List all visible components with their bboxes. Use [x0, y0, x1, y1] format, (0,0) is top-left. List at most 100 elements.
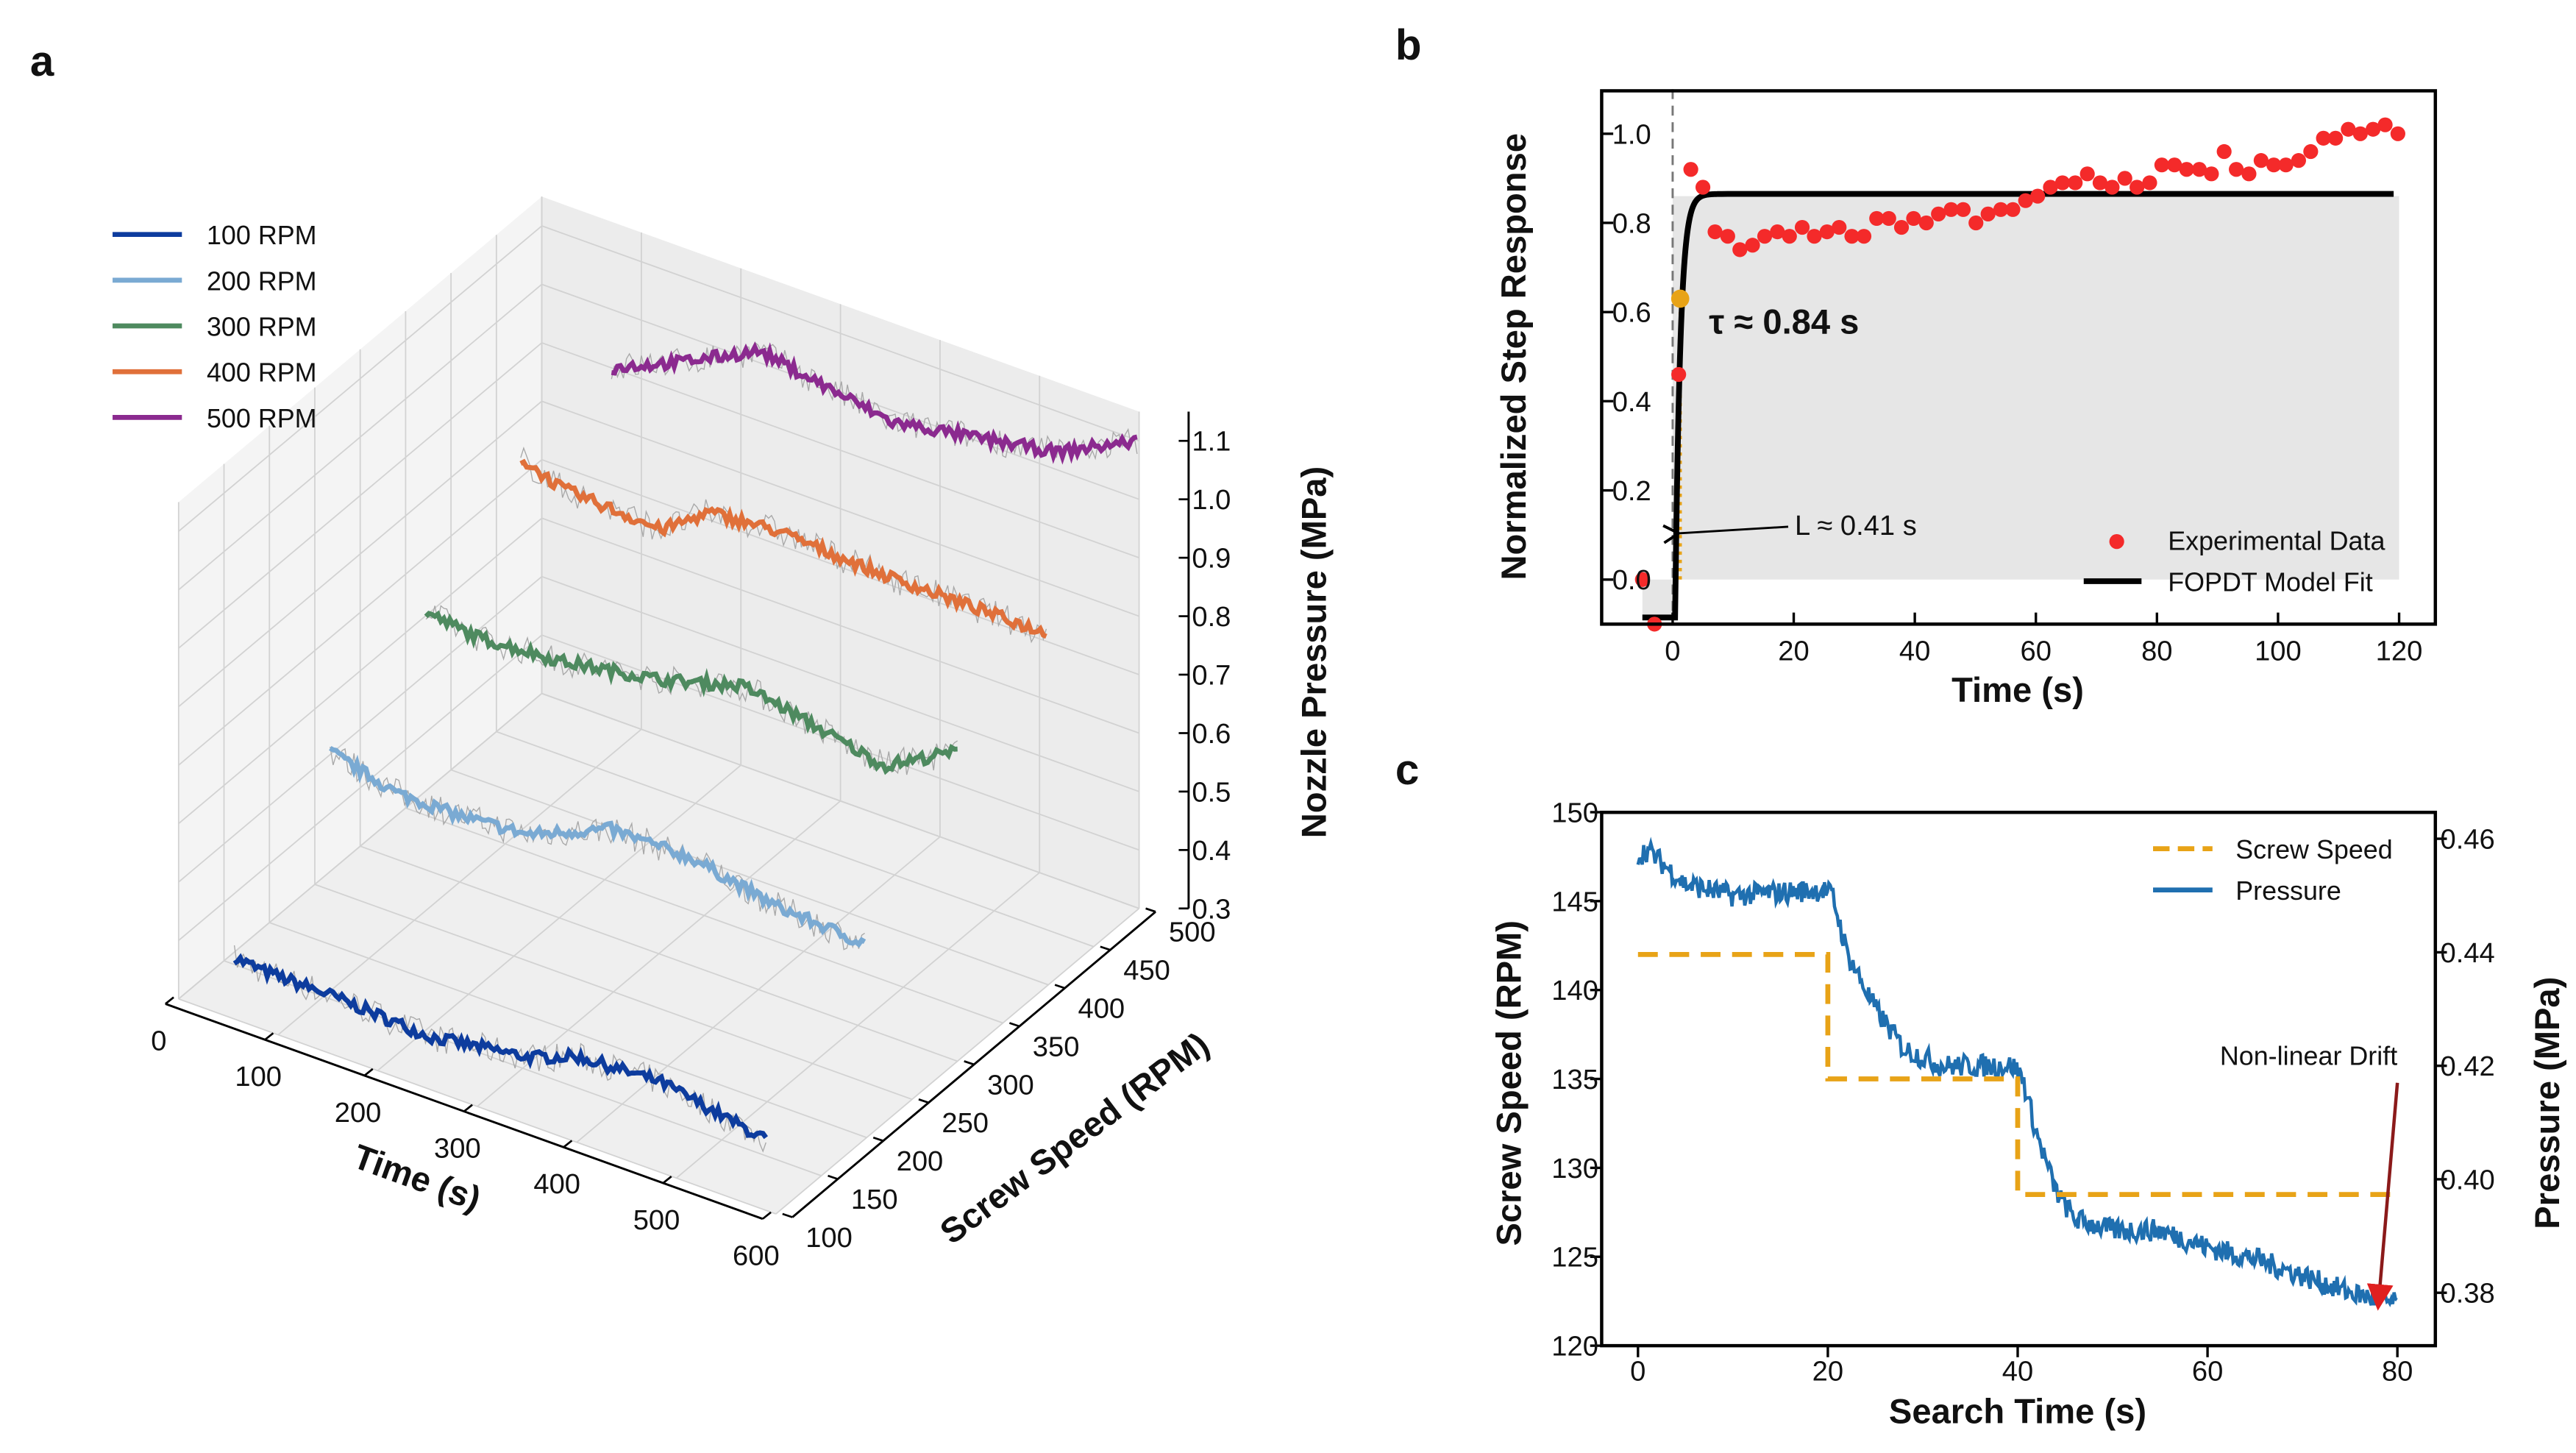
- speed-tick: [918, 1098, 929, 1104]
- data-point: [2253, 153, 2269, 168]
- pressure-tick-label: 0.3: [1192, 893, 1231, 925]
- data-point: [2092, 175, 2108, 191]
- speed-tick-label: 400: [1078, 993, 1125, 1025]
- gridline: [178, 459, 543, 766]
- data-point: [2154, 157, 2170, 173]
- time-tick-label: 0: [151, 1025, 166, 1056]
- x-tick-label: 120: [2376, 636, 2423, 667]
- data-point: [1807, 229, 1822, 244]
- left-y-axis-title: Screw Speed (RPM): [1489, 920, 1528, 1246]
- series-line-100: [232, 953, 769, 1140]
- data-point: [2117, 171, 2132, 186]
- data-point: [1707, 224, 1723, 240]
- data-point: [2291, 153, 2306, 168]
- pressure-tick-label: 0.6: [1192, 718, 1231, 750]
- left-y-tick-label: 140: [1551, 975, 1598, 1006]
- y-axis-title: Normalized Step Response: [1494, 133, 1533, 580]
- speed-tick-label: 300: [987, 1069, 1034, 1101]
- data-point: [1893, 219, 1910, 235]
- time-tick-label: 200: [335, 1097, 382, 1129]
- x-tick-label: 20: [1812, 1355, 1843, 1387]
- series-line-200: [329, 745, 867, 948]
- pressure-tick-label: 0.7: [1192, 659, 1231, 691]
- speed-tick: [1054, 984, 1065, 990]
- lag-annotation: L ≈ 0.41 s: [1795, 510, 1917, 541]
- data-point: [1757, 229, 1773, 244]
- speed-tick-label: 500: [1169, 917, 1216, 948]
- x-tick-label: 0: [1665, 636, 1680, 667]
- legend-label: 200 RPM: [207, 266, 317, 296]
- fill-region: [1672, 196, 2399, 580]
- gridline: [178, 342, 543, 649]
- gridline: [496, 731, 1095, 948]
- time-tick: [762, 1211, 772, 1220]
- data-point: [2030, 188, 2046, 204]
- speed-tick: [828, 1174, 839, 1180]
- x-tick-label: 80: [2382, 1355, 2413, 1387]
- data-point: [1745, 238, 1760, 253]
- time-tick-label: 100: [235, 1061, 282, 1093]
- panel-a-3d-chart: 0 100 200 300 400 500 600 100 150 200 250 300 350 400…: [113, 196, 1334, 1272]
- gridline: [541, 692, 1139, 909]
- pressure-tick-label: 0.4: [1192, 835, 1231, 867]
- time-tick: [264, 1032, 274, 1041]
- left-y-tick-label: 130: [1551, 1153, 1598, 1184]
- x-tick-label: 40: [1899, 636, 1930, 667]
- legend-label: 100 RPM: [207, 221, 317, 250]
- drift-annotation: Non-linear Drift: [2220, 1042, 2397, 1071]
- gridline: [178, 998, 777, 1215]
- data-point: [1980, 206, 1996, 221]
- data-point: [1881, 210, 1896, 227]
- legend-marker-data: [2109, 534, 2124, 550]
- x-tick-label: 100: [2255, 636, 2302, 667]
- data-point: [2352, 126, 2368, 141]
- right-y-tick-label: 0.38: [2441, 1278, 2495, 1310]
- right-y-tick-label: 0.40: [2441, 1164, 2495, 1196]
- right-y-tick-label: 0.44: [2441, 937, 2495, 969]
- speed-tick-label: 150: [851, 1184, 898, 1215]
- time-tick-label: 400: [533, 1168, 580, 1200]
- data-point: [2241, 166, 2257, 182]
- data-point: [1931, 206, 1946, 221]
- x-axis-title: Time (s): [1951, 670, 2084, 709]
- tau-point: [1671, 289, 1690, 308]
- data-point: [2303, 143, 2319, 160]
- pressure-tick-label: 0.8: [1192, 601, 1231, 633]
- panel-label-a: a: [30, 38, 54, 85]
- time-tick-label: 300: [434, 1132, 481, 1164]
- x-tick-label: 80: [2141, 636, 2172, 667]
- pressure-tick-label: 1.1: [1192, 426, 1231, 458]
- data-point: [2366, 121, 2381, 137]
- x-tick-label: 60: [2192, 1355, 2223, 1387]
- data-point: [1794, 219, 1810, 235]
- legend-label: Experimental Data: [2168, 526, 2385, 555]
- panel-c-dual-axis-chart: 0 20 40 60 80 120 125 130 135 140 145 150 0.38 0.40 0.…: [1489, 797, 2566, 1430]
- legend-label: 300 RPM: [207, 312, 317, 341]
- x-tick-label: 20: [1778, 636, 1809, 667]
- data-point: [2229, 162, 2244, 177]
- gridline: [178, 634, 543, 942]
- gridline: [541, 458, 1139, 675]
- gridline: [178, 283, 543, 591]
- fill-region-pre: [1642, 579, 1673, 618]
- data-point: [2191, 162, 2207, 177]
- data-point: [2079, 166, 2095, 182]
- time-tick: [363, 1067, 374, 1077]
- gridline: [541, 634, 1139, 851]
- data-point: [2167, 157, 2182, 173]
- speed-tick-label: 450: [1123, 955, 1170, 987]
- speed-tick-label: 100: [805, 1222, 853, 1254]
- gridline: [178, 517, 543, 825]
- time-tick-label: 500: [633, 1204, 680, 1236]
- speed-tick-label: 350: [1033, 1031, 1080, 1062]
- speed-tick-label: 200: [897, 1145, 944, 1177]
- time-tick-label: 600: [733, 1240, 780, 1272]
- x-tick-label: 40: [2002, 1355, 2033, 1387]
- gridline: [178, 225, 543, 532]
- gridline: [541, 517, 1139, 734]
- data-point: [1671, 366, 1687, 383]
- right-y-axis-title: Pressure (MPa): [2527, 977, 2566, 1229]
- speed-tick: [1100, 945, 1111, 951]
- left-y-tick-label: 150: [1551, 797, 1598, 828]
